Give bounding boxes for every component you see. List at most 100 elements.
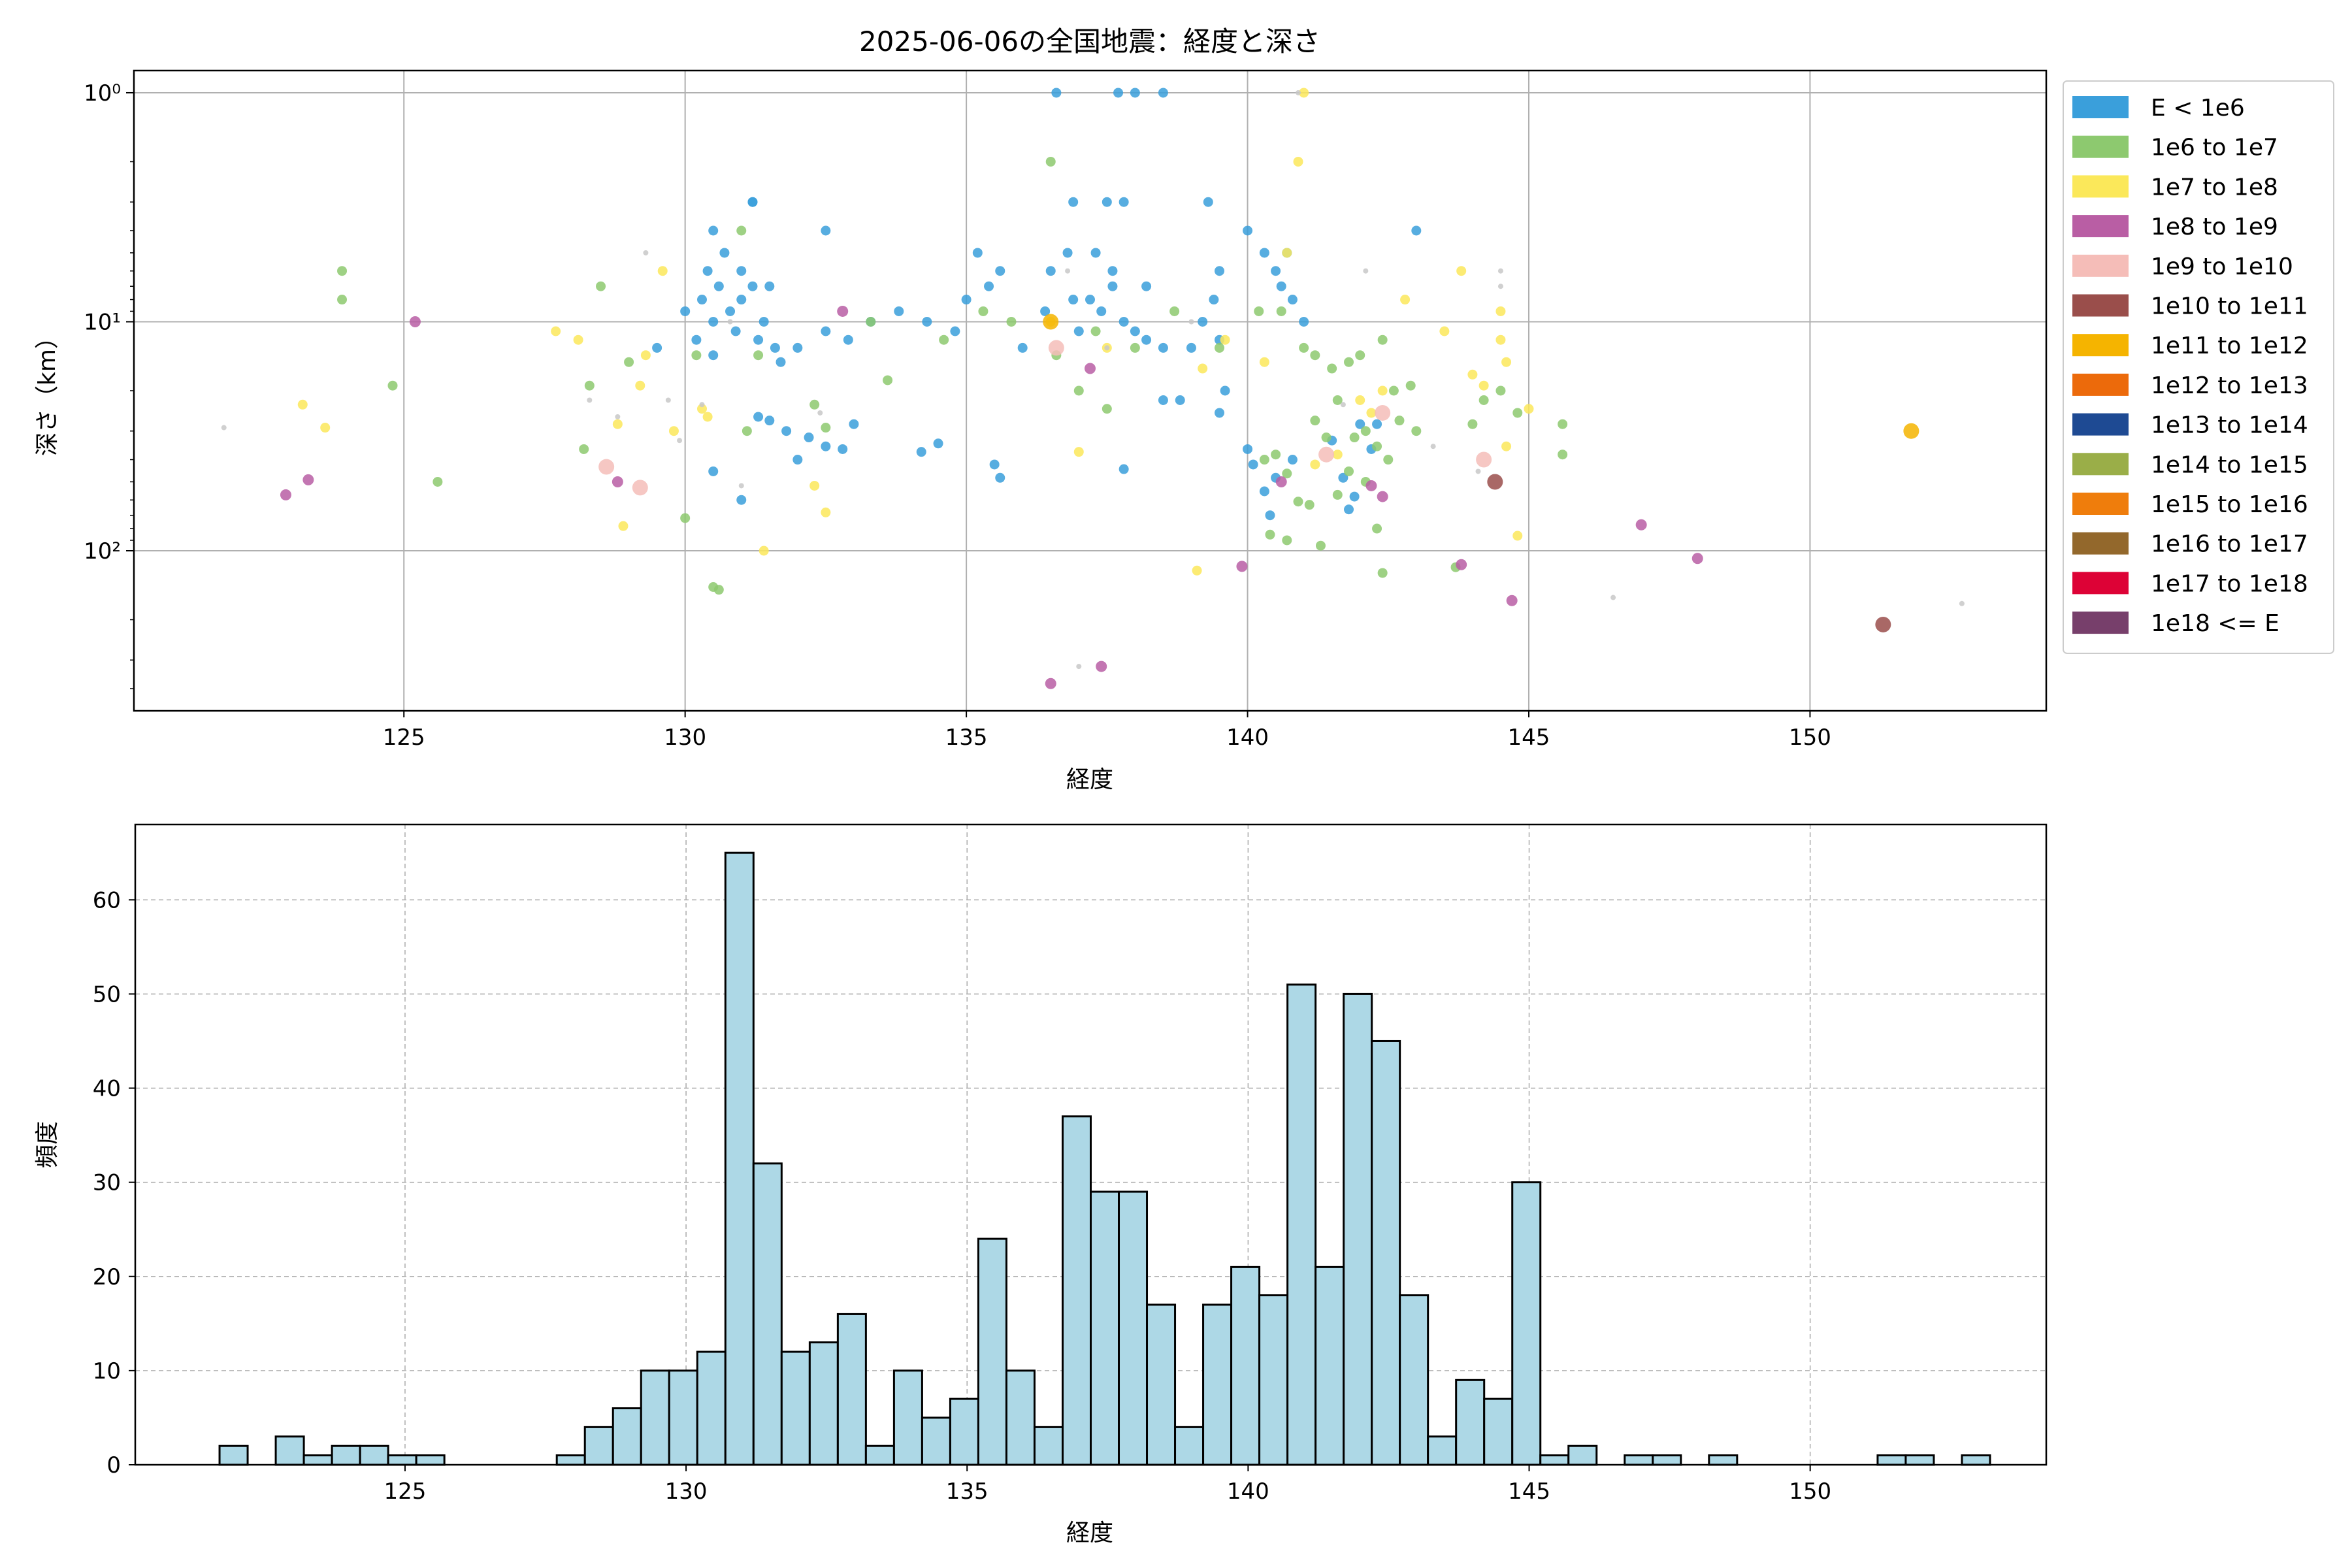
- scatter-point: [1203, 197, 1213, 207]
- scatter-point: [838, 444, 848, 454]
- scatter-point: [1476, 451, 1492, 468]
- scatter-point: [719, 248, 730, 258]
- histogram-plot-frame: [134, 823, 2048, 1466]
- scatter-point: [713, 281, 724, 291]
- scatter-point: [1158, 395, 1168, 406]
- legend-label: 1e6 to 1e7: [2151, 135, 2278, 161]
- scatter-point: [1220, 335, 1230, 345]
- scatter-point: [792, 342, 803, 353]
- scatter-point: [1501, 441, 1512, 451]
- scatter-point: [747, 197, 758, 207]
- scatter-point: [1340, 402, 1346, 408]
- histogram-bar: [1005, 1369, 1036, 1466]
- histogram-bar: [1315, 1266, 1345, 1466]
- scatter-point: [696, 404, 707, 414]
- scatter-point: [1321, 433, 1331, 443]
- scatter-point: [776, 357, 786, 367]
- scatter-point: [1045, 678, 1056, 689]
- scatter-x-tick-label: 125: [383, 725, 425, 751]
- legend-swatch: [2072, 493, 2129, 515]
- scatter-point: [1360, 426, 1371, 436]
- scatter-point: [1096, 661, 1107, 672]
- scatter-point: [849, 419, 859, 429]
- histogram-bar: [1371, 1039, 1401, 1466]
- legend-label: 1e9 to 1e10: [2151, 253, 2293, 280]
- scatter-point: [1048, 340, 1064, 356]
- scatter-point: [995, 472, 1005, 483]
- scatter-point: [598, 459, 615, 475]
- scatter-point: [1635, 519, 1647, 531]
- scatter-point: [1299, 316, 1309, 327]
- histogram-bar: [415, 1454, 446, 1466]
- scatter-point: [1175, 395, 1185, 406]
- scatter-point: [866, 316, 876, 327]
- scatter-point: [978, 306, 988, 316]
- scatter-x-tick-label: 130: [664, 725, 706, 751]
- scatter-point: [1130, 342, 1140, 353]
- scatter-point: [1282, 248, 1292, 258]
- scatter-point: [1327, 363, 1337, 374]
- scatter-point: [950, 326, 960, 336]
- histogram-bar: [583, 1426, 614, 1466]
- scatter-point: [809, 399, 820, 410]
- scatter-point: [1512, 531, 1523, 541]
- scatter-point: [1215, 408, 1225, 418]
- scatter-point: [1085, 363, 1096, 374]
- scatter-point: [1130, 326, 1140, 336]
- histogram-bar: [1961, 1454, 1991, 1466]
- scatter-point: [1610, 595, 1616, 600]
- scatter-point: [1296, 90, 1301, 95]
- scatter-point: [587, 397, 593, 403]
- legend-label: E < 1e6: [2151, 95, 2245, 122]
- scatter-point: [1169, 306, 1180, 316]
- scatter-point: [1497, 284, 1503, 289]
- histogram-bars: [218, 851, 1991, 1466]
- histogram-bar: [1033, 1426, 1064, 1466]
- scatter-point: [409, 316, 421, 327]
- scatter-point: [713, 585, 724, 595]
- scatter-panel: 2025-06-06の全国地震：経度と深さ 125 130 135 140 145 150…: [34, 25, 2048, 793]
- scatter-point: [1501, 357, 1512, 367]
- scatter-point: [764, 281, 775, 291]
- scatter-point: [1090, 326, 1101, 336]
- scatter-point: [1363, 268, 1369, 274]
- scatter-point: [1107, 266, 1118, 276]
- histogram-x-axis-label: 経度: [1066, 1520, 1113, 1546]
- legend-swatch: [2072, 373, 2129, 396]
- scatter-point: [632, 480, 648, 496]
- histogram-bar: [949, 1397, 979, 1466]
- scatter-point: [643, 250, 649, 255]
- scatter-y-tick-label: 10⁰: [84, 80, 121, 106]
- scatter-point: [280, 489, 291, 500]
- scatter-point: [1259, 248, 1269, 258]
- legend-swatch: [2072, 294, 2129, 317]
- scatter-point: [1524, 404, 1534, 414]
- scatter-point: [1276, 281, 1286, 291]
- scatter-x-tick-label: 140: [1226, 725, 1269, 751]
- scatter-point: [691, 350, 702, 361]
- scatter-point: [1254, 306, 1264, 316]
- scatter-point: [297, 399, 308, 410]
- scatter-point: [337, 266, 348, 276]
- scatter-point: [1478, 380, 1489, 391]
- histogram-bar: [892, 1369, 923, 1466]
- scatter-point: [792, 455, 803, 465]
- legend-swatch: [2072, 572, 2129, 595]
- scatter-point: [1355, 395, 1365, 406]
- scatter-point: [1495, 335, 1506, 345]
- scatter-point: [1045, 266, 1056, 276]
- scatter-point: [1215, 266, 1225, 276]
- scatter-point: [1456, 266, 1467, 276]
- scatter-point: [1478, 395, 1489, 406]
- scatter-point: [1271, 449, 1281, 460]
- legend-swatch: [2072, 612, 2129, 634]
- scatter-point: [221, 425, 227, 431]
- scatter-point: [1073, 326, 1084, 336]
- scatter-point: [1375, 404, 1391, 421]
- scatter-point: [1299, 342, 1309, 353]
- scatter-point: [1248, 459, 1258, 470]
- scatter-point: [618, 521, 629, 531]
- scatter-point: [1293, 497, 1303, 507]
- scatter-point: [1304, 500, 1315, 510]
- scatter-x-tick-label: 145: [1508, 725, 1550, 751]
